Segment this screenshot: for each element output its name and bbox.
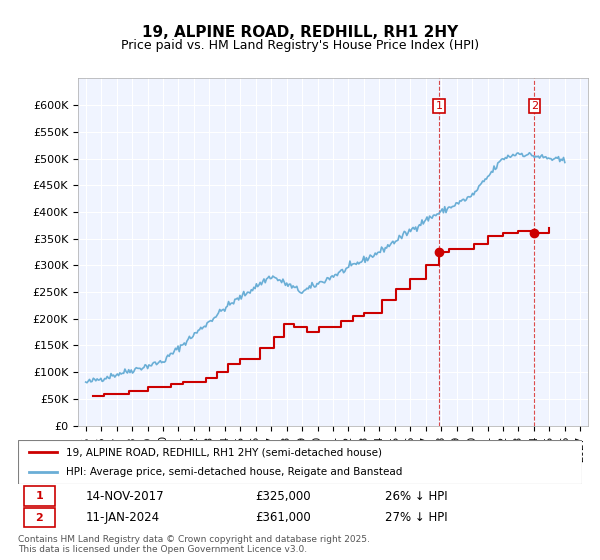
FancyBboxPatch shape: [23, 508, 55, 528]
Text: 2: 2: [35, 512, 43, 522]
Text: Contains HM Land Registry data © Crown copyright and database right 2025.
This d: Contains HM Land Registry data © Crown c…: [18, 535, 370, 554]
FancyBboxPatch shape: [18, 440, 582, 484]
Text: 1: 1: [35, 491, 43, 501]
Text: 1: 1: [436, 101, 443, 111]
FancyBboxPatch shape: [23, 486, 55, 506]
Text: 27% ↓ HPI: 27% ↓ HPI: [385, 511, 447, 524]
Text: 19, ALPINE ROAD, REDHILL, RH1 2HY (semi-detached house): 19, ALPINE ROAD, REDHILL, RH1 2HY (semi-…: [66, 447, 382, 457]
Text: HPI: Average price, semi-detached house, Reigate and Banstead: HPI: Average price, semi-detached house,…: [66, 467, 403, 477]
Text: 26% ↓ HPI: 26% ↓ HPI: [385, 489, 447, 502]
Text: Price paid vs. HM Land Registry's House Price Index (HPI): Price paid vs. HM Land Registry's House …: [121, 39, 479, 52]
Text: 19, ALPINE ROAD, REDHILL, RH1 2HY: 19, ALPINE ROAD, REDHILL, RH1 2HY: [142, 25, 458, 40]
Text: 14-NOV-2017: 14-NOV-2017: [86, 489, 164, 502]
Text: 2: 2: [531, 101, 538, 111]
Text: £325,000: £325,000: [255, 489, 311, 502]
Text: 11-JAN-2024: 11-JAN-2024: [86, 511, 160, 524]
Text: £361,000: £361,000: [255, 511, 311, 524]
